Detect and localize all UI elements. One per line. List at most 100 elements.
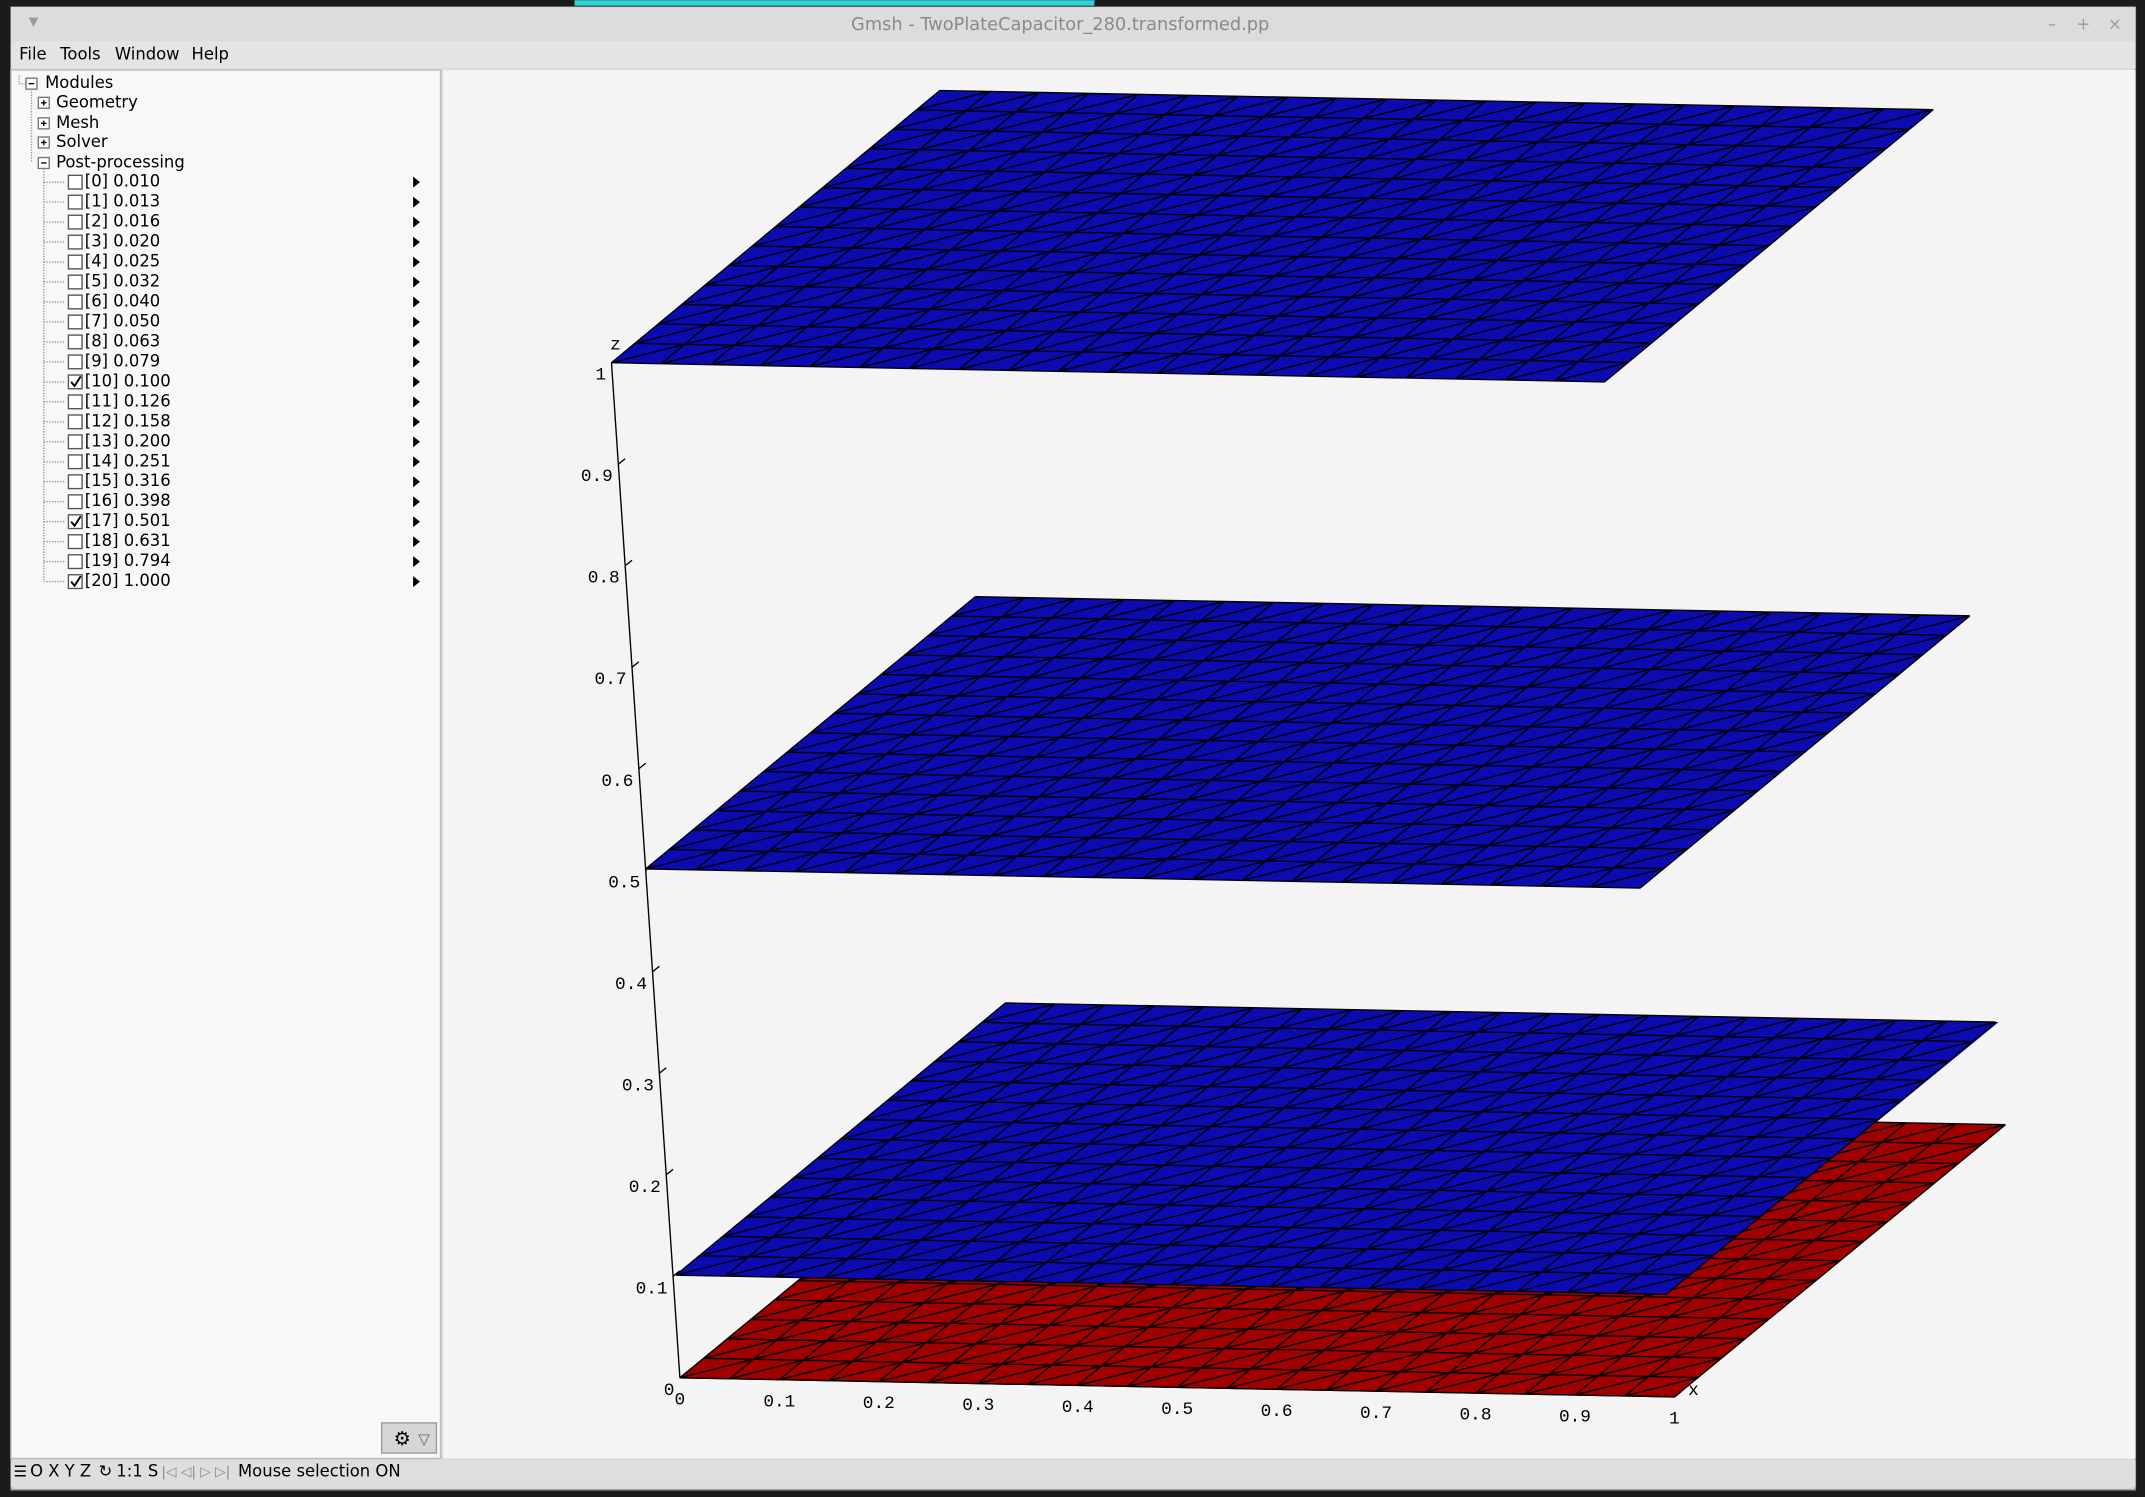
tree-item[interactable]: Mesh (56, 113, 99, 132)
view-menu-arrow[interactable] (413, 396, 420, 408)
view-label[interactable]: [12] 0.158 (85, 411, 171, 430)
view-label[interactable]: [16] 0.398 (85, 491, 171, 510)
view-label[interactable]: [14] 0.251 (85, 451, 171, 470)
view-label[interactable]: [19] 0.794 (85, 551, 171, 570)
menu-item[interactable]: File (19, 44, 46, 63)
view-menu-arrow[interactable] (413, 536, 420, 548)
view-menu-arrow[interactable] (413, 336, 420, 348)
maximize-button[interactable]: + (2077, 14, 2091, 33)
view-label[interactable]: [11] 0.126 (85, 391, 171, 410)
view-menu-arrow[interactable] (413, 296, 420, 308)
view-checkbox[interactable] (67, 474, 83, 490)
tree-item[interactable]: Geometry (56, 92, 138, 111)
view-label[interactable]: [4] 0.025 (85, 252, 160, 271)
view-checkbox[interactable] (67, 434, 83, 450)
menu-item[interactable]: Window (115, 44, 180, 63)
z-tick-label: 0.5 (608, 873, 640, 893)
menu-item[interactable]: Help (192, 44, 229, 63)
tree-root[interactable]: Modules (45, 73, 113, 92)
z-tick (624, 559, 633, 567)
view-menu-arrow[interactable] (413, 356, 420, 368)
view-menu-arrow[interactable] (413, 376, 420, 388)
x-tick-label: 0.4 (1062, 1398, 1094, 1418)
view-label[interactable]: [2] 0.016 (85, 212, 160, 231)
view-checkbox[interactable] (67, 454, 83, 470)
z-tick (638, 762, 647, 770)
x-tick-label: 1 (1669, 1410, 1680, 1430)
x-tick-label: 0.1 (763, 1392, 795, 1412)
view-menu-arrow[interactable] (413, 556, 420, 568)
view-checkbox[interactable] (67, 354, 83, 370)
check-mark (70, 575, 82, 588)
menu-item[interactable]: Tools (59, 44, 100, 63)
x-tick-label: 0 (675, 1390, 686, 1410)
view-menu-arrow[interactable] (413, 236, 420, 248)
close-button[interactable]: × (2108, 14, 2122, 33)
z-tick-label: 0.6 (601, 772, 633, 792)
view-menu-arrow[interactable] (413, 276, 420, 288)
view-checkbox[interactable] (67, 534, 83, 550)
view-label[interactable]: [8] 0.063 (85, 331, 160, 350)
z-tick-label: 0.9 (581, 467, 613, 487)
view-menu-arrow[interactable] (413, 176, 420, 188)
view-label[interactable]: [5] 0.032 (85, 272, 160, 291)
z-tick (652, 965, 660, 973)
view-checkbox[interactable] (67, 274, 83, 290)
view-menu-arrow[interactable] (413, 216, 420, 228)
view-label[interactable]: [1] 0.013 (85, 192, 160, 211)
view-checkbox[interactable] (67, 254, 83, 270)
view-checkbox[interactable] (67, 334, 83, 350)
view-label[interactable]: [7] 0.050 (85, 311, 160, 330)
axes-buttons[interactable]: O X Y Z (30, 1462, 91, 1481)
settings-button[interactable] (380, 1422, 438, 1454)
window-menu-icon[interactable]: ▼ (29, 15, 39, 29)
view-label[interactable]: [10] 0.100 (85, 371, 171, 390)
view-checkbox[interactable] (67, 174, 83, 190)
view-checkbox[interactable] (67, 314, 83, 330)
view-checkbox[interactable] (67, 234, 83, 250)
z-tick (631, 661, 640, 668)
view-checkbox[interactable] (67, 294, 83, 310)
status-menu-icon[interactable]: ☰ (14, 1463, 27, 1481)
view-menu-arrow[interactable] (413, 576, 420, 588)
view-checkbox[interactable] (67, 414, 83, 430)
z-tick-label: 0.1 (636, 1279, 668, 1299)
view-checkbox[interactable] (67, 194, 83, 210)
status-bar (10, 1459, 2136, 1488)
view-checkbox[interactable] (67, 394, 83, 410)
view-menu-arrow[interactable] (413, 256, 420, 268)
tree-item[interactable]: Solver (56, 132, 108, 151)
view-label[interactable]: [18] 0.631 (85, 531, 171, 550)
view-label[interactable]: [3] 0.020 (85, 232, 160, 251)
view-label[interactable]: [20] 1.000 (85, 571, 171, 590)
view-menu-arrow[interactable] (413, 496, 420, 508)
view-menu-arrow[interactable] (413, 196, 420, 208)
tree-item[interactable]: Post-processing (56, 153, 185, 172)
view-checkbox[interactable] (67, 554, 83, 570)
check-mark (70, 375, 82, 388)
rotate-icon[interactable]: ↻ (98, 1462, 112, 1481)
view-label[interactable]: [17] 0.501 (85, 511, 171, 530)
view-checkbox[interactable] (67, 214, 83, 230)
view-label[interactable]: [6] 0.040 (85, 291, 160, 310)
view-menu-arrow[interactable] (413, 456, 420, 468)
animation-controls[interactable]: |◁ ◁| ▷ ▷| (161, 1464, 230, 1480)
scale-button[interactable]: 1:1 S (116, 1462, 158, 1481)
check-mark (70, 515, 82, 528)
view-label[interactable]: [13] 0.200 (85, 431, 171, 450)
view-label[interactable]: [9] 0.079 (85, 351, 160, 370)
x-tick-label: 0.5 (1161, 1400, 1193, 1420)
view-menu-arrow[interactable] (413, 436, 420, 448)
view-label[interactable]: [0] 0.010 (85, 172, 160, 191)
x-tick-label: 0.6 (1261, 1402, 1293, 1422)
z-tick (617, 458, 626, 465)
view-menu-arrow[interactable] (413, 416, 420, 428)
minimize-button[interactable]: – (2048, 14, 2056, 33)
view-menu-arrow[interactable] (413, 516, 420, 528)
status-message: Mouse selection ON (238, 1462, 401, 1481)
view-menu-arrow[interactable] (413, 476, 420, 488)
view-menu-arrow[interactable] (413, 316, 420, 328)
view-label[interactable]: [15] 0.316 (85, 471, 171, 490)
view-checkbox[interactable] (67, 494, 83, 510)
dropdown-icon: ▽ (418, 1430, 430, 1448)
